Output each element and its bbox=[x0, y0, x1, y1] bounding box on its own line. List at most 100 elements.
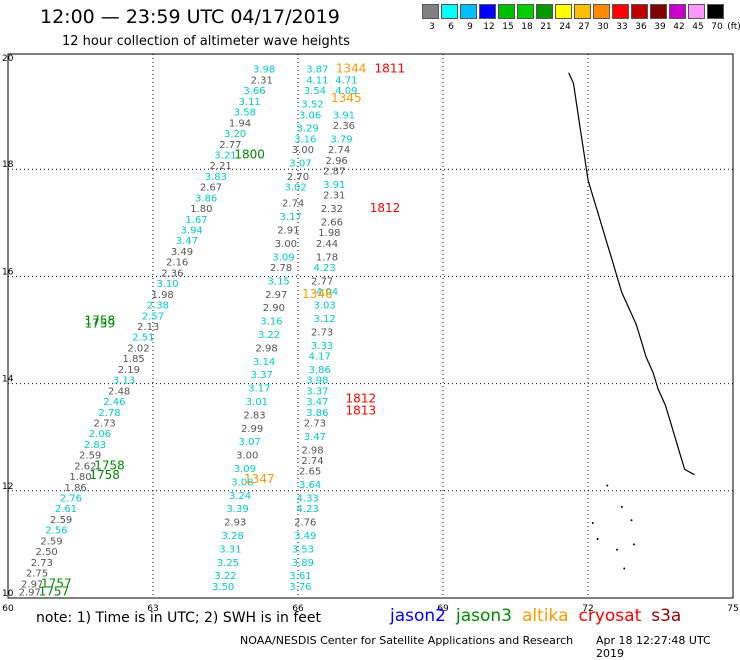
track-time-label: 1346 bbox=[302, 287, 333, 301]
swh-value: 2.91 bbox=[277, 226, 299, 237]
swh-value: 2.96 bbox=[326, 156, 348, 167]
track-time-label: 1800 bbox=[234, 147, 265, 161]
swh-value: 3.37 bbox=[306, 386, 328, 397]
map-subtitle: 12 hour collection of altimeter wave hei… bbox=[62, 34, 350, 49]
y-tick-label: 18 bbox=[2, 160, 14, 170]
swh-value: 4.09 bbox=[335, 86, 357, 97]
color-scale-swatch bbox=[650, 4, 667, 19]
swh-value: 3.98 bbox=[253, 65, 275, 76]
swh-value: 1.67 bbox=[185, 215, 207, 226]
satellite-legend: jason2 jason3 altika cryosat s3a bbox=[390, 606, 691, 626]
swh-value: 3.07 bbox=[289, 159, 311, 170]
swh-value: 2.13 bbox=[137, 322, 159, 333]
footnote: note: 1) Time is in UTC; 2) SWH is in fe… bbox=[36, 610, 322, 626]
swh-value: 3.21 bbox=[214, 150, 236, 161]
swh-value: 3.16 bbox=[294, 134, 316, 145]
color-scale-label: 9 bbox=[467, 22, 473, 32]
swh-value: 4.71 bbox=[335, 75, 357, 86]
swh-value: 2.19 bbox=[118, 365, 140, 376]
swh-value: 3.22 bbox=[214, 571, 236, 582]
coastline bbox=[568, 72, 695, 476]
swh-value: 2.83 bbox=[243, 410, 265, 421]
swh-value: 3.09 bbox=[234, 464, 256, 475]
timestamp-text: Apr 18 12:27:48 UTC 2019 bbox=[596, 634, 711, 660]
swh-value: 3.79 bbox=[330, 134, 352, 145]
x-tick-label: 66 bbox=[292, 604, 304, 614]
swh-value: 3.91 bbox=[323, 180, 345, 191]
swh-value: 2.76 bbox=[294, 518, 316, 529]
swh-value: 3.16 bbox=[260, 317, 282, 328]
swh-value: 4.33 bbox=[297, 494, 319, 505]
swh-value: 2.44 bbox=[316, 239, 338, 250]
swh-value: 3.08 bbox=[231, 477, 253, 488]
island bbox=[630, 519, 633, 522]
swh-value: 3.86 bbox=[195, 193, 217, 204]
legend-s3a: s3a bbox=[651, 606, 682, 626]
swh-value: 4.17 bbox=[309, 351, 331, 362]
swh-value: 2.50 bbox=[36, 547, 58, 558]
swh-value: 3.09 bbox=[272, 252, 294, 263]
swh-value: 2.61 bbox=[55, 504, 77, 515]
color-scale-swatch bbox=[688, 4, 705, 19]
swh-value: 2.48 bbox=[108, 386, 130, 397]
color-scale-swatch bbox=[707, 4, 724, 19]
color-scale-label: 6 bbox=[448, 22, 454, 32]
swh-value: 2.38 bbox=[147, 301, 169, 312]
swh-value: 3.98 bbox=[306, 376, 328, 387]
swh-value: 4.04 bbox=[316, 287, 338, 298]
color-scale-swatch bbox=[593, 4, 610, 19]
track-time-label: 1347 bbox=[244, 472, 275, 486]
color-scale-label: 21 bbox=[540, 22, 552, 32]
swh-value: 3.58 bbox=[234, 108, 256, 119]
track-time-label: 1758 bbox=[85, 314, 116, 328]
swh-value: 2.59 bbox=[50, 515, 72, 526]
swh-value: 3.61 bbox=[289, 571, 311, 582]
swh-value: 1.85 bbox=[123, 354, 145, 365]
swh-value: 3.50 bbox=[212, 582, 234, 593]
track-time-label: 1345 bbox=[331, 91, 362, 105]
color-scale-label: 12 bbox=[483, 22, 495, 32]
swh-value: 2.97 bbox=[19, 587, 41, 598]
swh-value: 2.70 bbox=[287, 172, 309, 183]
y-tick-label: 16 bbox=[2, 267, 14, 277]
swh-value: 3.15 bbox=[268, 276, 290, 287]
swh-value: 3.49 bbox=[171, 247, 193, 258]
swh-value: 1.78 bbox=[316, 252, 338, 263]
swh-value: 2.59 bbox=[40, 536, 62, 547]
color-scale-unit: (ft) bbox=[727, 22, 740, 32]
swh-value: 3.03 bbox=[313, 301, 335, 312]
swh-value: 2.74 bbox=[328, 145, 350, 156]
swh-value: 3.24 bbox=[229, 491, 251, 502]
swh-value: 3.25 bbox=[217, 558, 239, 569]
swh-value: 3.17 bbox=[248, 384, 270, 395]
swh-value: 3.11 bbox=[239, 97, 261, 108]
legend-jason3: jason3 bbox=[456, 606, 512, 626]
track-time-label: 1813 bbox=[346, 404, 377, 418]
swh-value: 4.23 bbox=[297, 504, 319, 515]
swh-value: 4.11 bbox=[306, 75, 328, 86]
swh-value: 3.91 bbox=[333, 110, 355, 121]
swh-value: 3.89 bbox=[292, 558, 314, 569]
color-scale-label: 33 bbox=[616, 22, 628, 32]
swh-value: 1.94 bbox=[229, 118, 251, 129]
swh-value: 2.67 bbox=[200, 183, 222, 194]
track-time-label: 1344 bbox=[336, 62, 367, 76]
swh-value: 2.56 bbox=[45, 526, 67, 537]
swh-value: 3.20 bbox=[224, 129, 246, 140]
swh-value: 1.80 bbox=[190, 204, 212, 215]
track-time-label: 1812 bbox=[346, 391, 377, 405]
swh-value: 3.86 bbox=[309, 365, 331, 376]
legend-cryosat: cryosat bbox=[578, 606, 642, 626]
color-scale-swatch bbox=[479, 4, 496, 19]
track-time-label: 1758 bbox=[94, 458, 125, 472]
swh-value: 3.06 bbox=[299, 110, 321, 121]
swh-value: 3.07 bbox=[239, 437, 261, 448]
swh-value: 3.12 bbox=[313, 314, 335, 325]
x-tick-label: 75 bbox=[727, 604, 738, 614]
swh-value: 3.14 bbox=[253, 357, 275, 368]
swh-value: 2.36 bbox=[333, 121, 355, 132]
credit-text: NOAA/NESDIS Center for Satellite Applica… bbox=[240, 634, 574, 647]
swh-value: 2.66 bbox=[321, 217, 343, 228]
color-scale-swatch bbox=[631, 4, 648, 19]
swh-value: 3.28 bbox=[222, 531, 244, 542]
